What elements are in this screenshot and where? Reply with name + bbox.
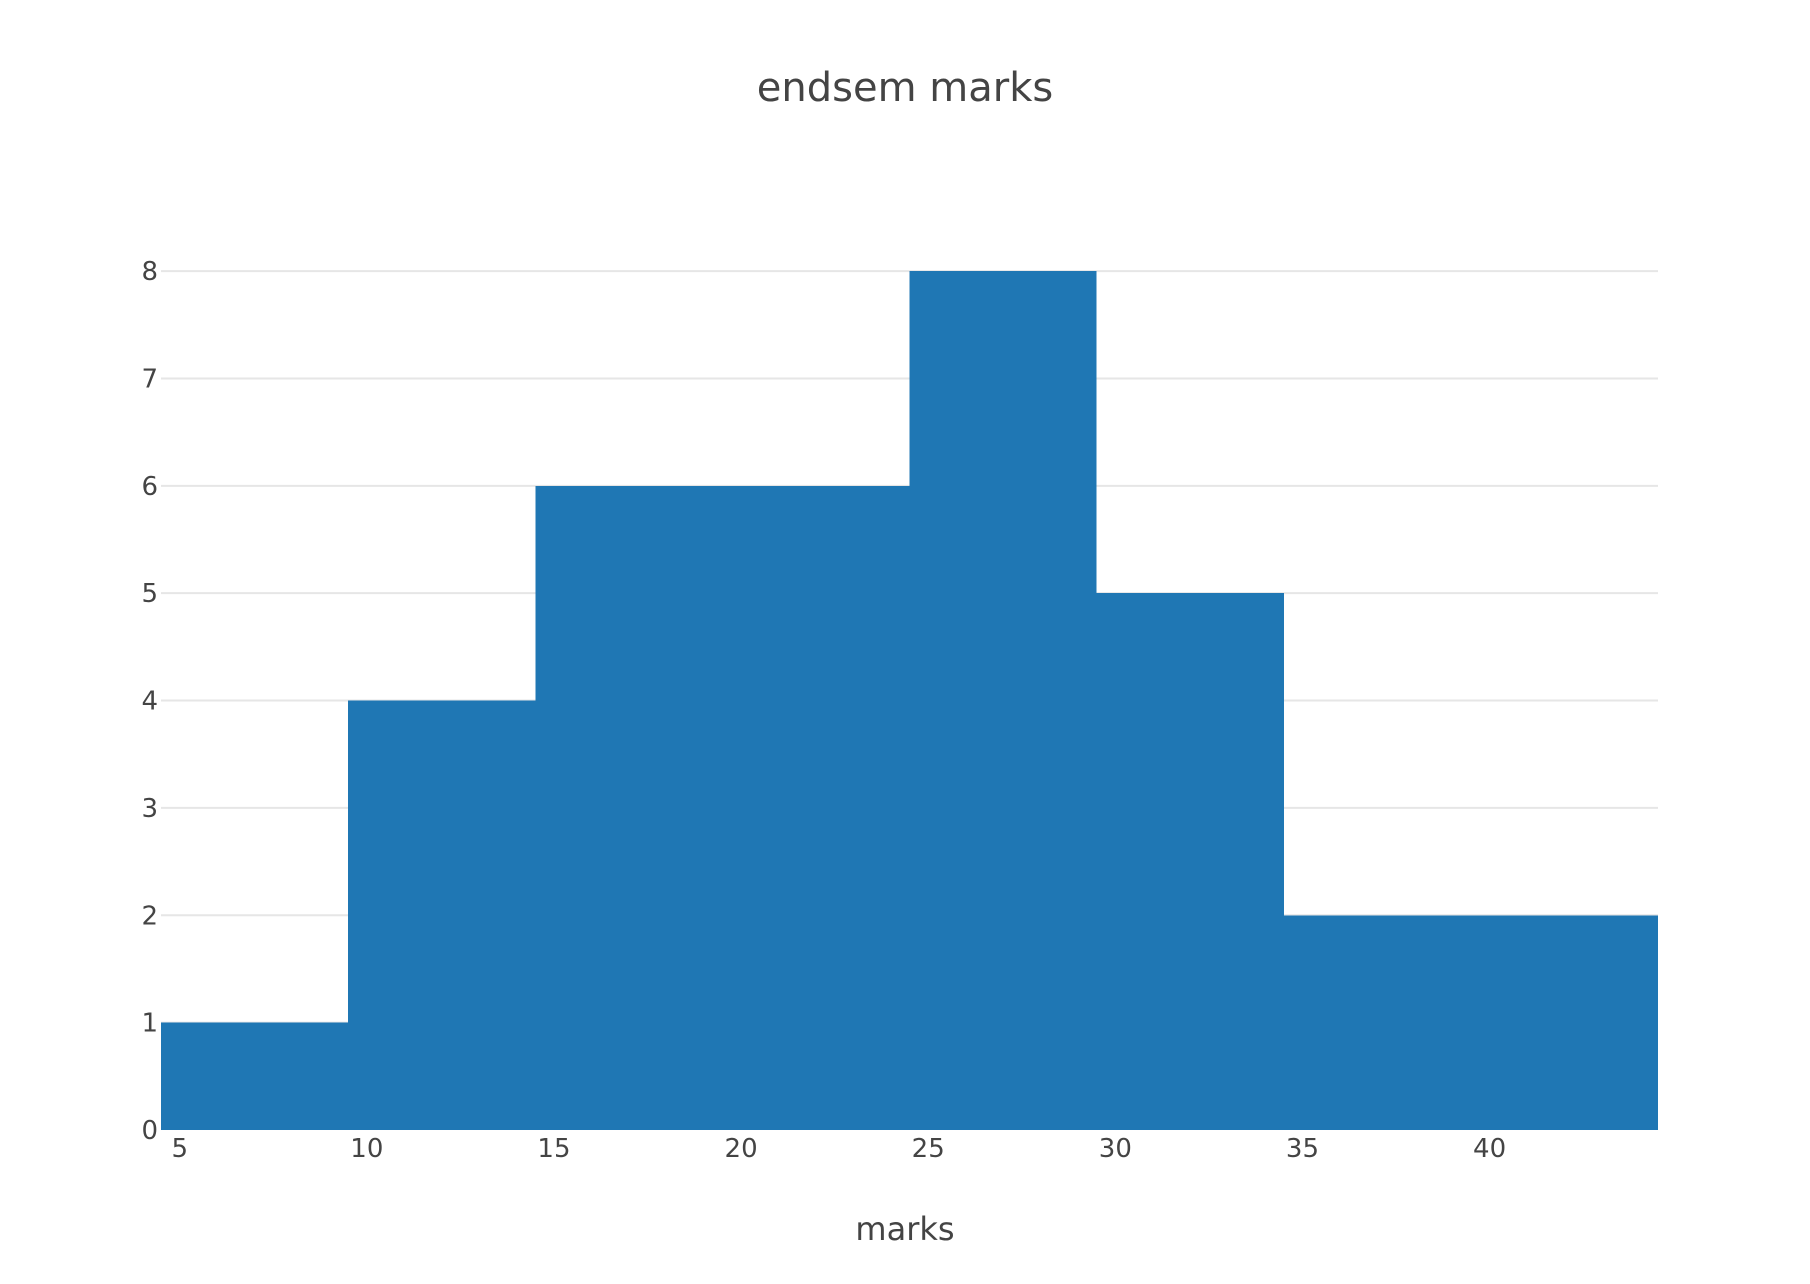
x-axis-title: marks <box>855 1210 954 1248</box>
x-axis-ticks: 5 10 15 20 25 30 35 40 <box>171 1134 1506 1164</box>
y-tick-label: 8 <box>141 257 158 287</box>
histogram-bar <box>1096 593 1284 1130</box>
histogram-bar <box>722 485 910 1131</box>
histogram-bar <box>1283 915 1471 1130</box>
y-axis-ticks: 0 1 2 3 4 5 6 7 8 <box>141 257 158 1146</box>
x-tick-label: 15 <box>537 1134 570 1164</box>
x-tick-label: 10 <box>350 1134 383 1164</box>
x-tick-label: 25 <box>912 1134 945 1164</box>
histogram-bar <box>348 700 536 1130</box>
y-tick-label: 1 <box>141 1009 158 1039</box>
y-tick-label: 7 <box>141 364 158 394</box>
x-tick-label: 40 <box>1473 1134 1506 1164</box>
histogram-bar <box>1470 915 1658 1130</box>
histogram-bar <box>161 1022 349 1130</box>
y-tick-label: 6 <box>141 472 158 502</box>
x-tick-label: 5 <box>171 1134 188 1164</box>
histogram-bar <box>909 271 1097 1130</box>
y-tick-label: 3 <box>141 794 158 824</box>
chart-title: endsem marks <box>757 65 1053 111</box>
x-tick-label: 35 <box>1286 1134 1319 1164</box>
histogram-bar <box>535 485 723 1131</box>
y-tick-label: 2 <box>141 901 158 931</box>
y-tick-label: 5 <box>141 579 158 609</box>
x-tick-label: 20 <box>725 1134 758 1164</box>
x-tick-label: 30 <box>1099 1134 1132 1164</box>
y-tick-label: 4 <box>141 687 158 717</box>
histogram-bars <box>161 271 1658 1131</box>
y-tick-label: 0 <box>141 1116 158 1146</box>
